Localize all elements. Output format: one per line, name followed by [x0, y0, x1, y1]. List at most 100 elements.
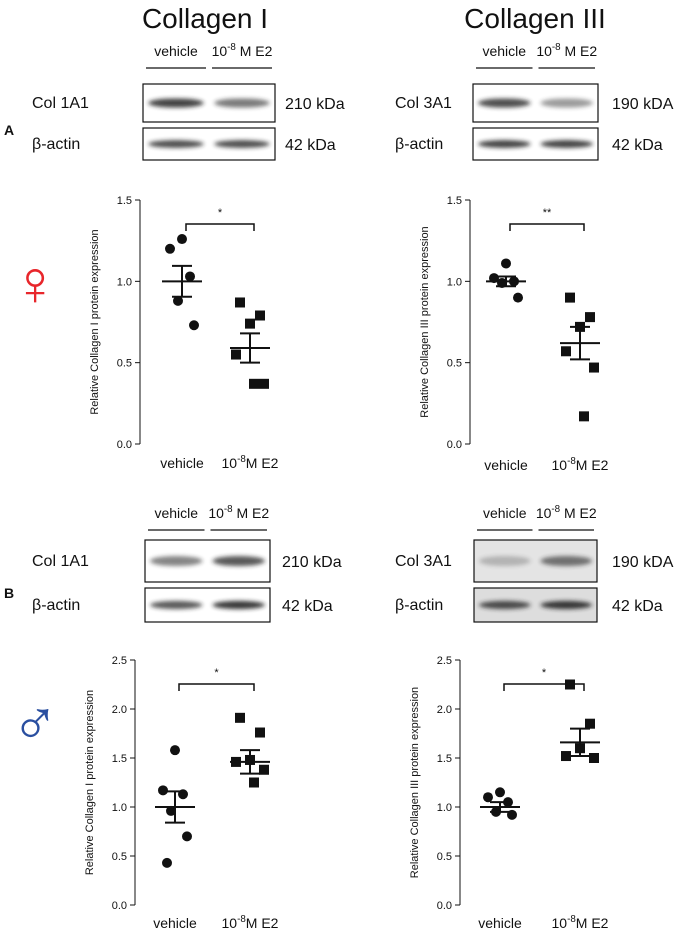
label-exponent: -8 [567, 914, 576, 925]
y-tick-label: 1.5 [117, 195, 132, 207]
lane-label: vehicle [483, 505, 527, 521]
label-rest: M E2 [246, 915, 279, 931]
y-tick-label: 2.0 [437, 704, 452, 716]
band-label: Col 3A1 [395, 553, 452, 570]
data-point [483, 792, 493, 803]
y-tick-label: 0.5 [437, 851, 452, 863]
blot-band [478, 600, 531, 610]
significance-bracket [178, 683, 255, 691]
significance-bracket [509, 223, 585, 231]
data-point [189, 320, 199, 331]
x-tick-label: 10-8M E2 [552, 914, 609, 931]
significance-label: * [214, 667, 219, 679]
data-point [245, 318, 255, 329]
label-rest: M E2 [233, 505, 270, 521]
significance-bracket [503, 683, 585, 691]
y-tick-label: 0.0 [437, 900, 452, 912]
band-size: 210 kDa [285, 96, 345, 113]
band-label: Col 3A1 [395, 95, 452, 112]
lane-label: 10-8 M E2 [536, 42, 597, 59]
blot-band [212, 555, 265, 567]
data-point [235, 297, 245, 308]
label-base: 10 [552, 915, 568, 931]
band-label: β-actin [32, 597, 80, 614]
y-tick-label: 1.5 [112, 753, 127, 765]
y-tick-label: 1.0 [117, 276, 132, 288]
label-base: 10 [222, 915, 238, 931]
label-rest: M E2 [246, 455, 279, 471]
y-tick-label: 2.0 [112, 704, 127, 716]
data-point [259, 764, 269, 775]
lane-label: vehicle [154, 505, 198, 521]
band-label: β-actin [395, 136, 443, 153]
y-tick-label: 2.5 [112, 655, 127, 667]
data-point [255, 727, 265, 738]
label-exponent: -8 [237, 454, 246, 465]
data-point [173, 295, 183, 306]
label-rest: M E2 [560, 505, 597, 521]
data-point [259, 378, 269, 389]
blot-band [148, 98, 204, 108]
data-point [166, 805, 176, 816]
data-point [589, 362, 599, 373]
blot-band [478, 555, 531, 567]
y-tick-label: 1.0 [112, 802, 127, 814]
blot-band [478, 98, 531, 108]
data-point [235, 712, 245, 723]
data-point [249, 777, 259, 788]
label-rest: M E2 [576, 915, 609, 931]
significance-label: * [542, 667, 547, 679]
significance-label: ** [543, 207, 552, 219]
label-base: 10 [536, 505, 552, 521]
lane-label: 10-8 M E2 [212, 42, 273, 59]
blot-band [214, 98, 270, 108]
y-tick-label: 0.5 [112, 851, 127, 863]
data-point [170, 745, 180, 756]
data-point [231, 349, 241, 360]
label-exponent: -8 [227, 42, 236, 53]
x-tick-label: 10-8M E2 [222, 454, 279, 471]
y-axis-label: Relative Collagen III protein expression [419, 226, 431, 417]
data-point [561, 751, 571, 762]
data-point [565, 292, 575, 303]
blot-band [150, 600, 203, 610]
blot-band [148, 140, 204, 148]
label-rest: M E2 [576, 457, 609, 473]
data-point [561, 346, 571, 357]
blot-band [150, 555, 203, 567]
data-point [177, 234, 187, 245]
data-point [182, 831, 192, 842]
band-size: 42 kDa [282, 598, 333, 615]
data-point [255, 310, 265, 321]
y-tick-label: 2.5 [437, 655, 452, 667]
data-point [185, 271, 195, 282]
panel-letter: B [4, 585, 14, 601]
label-base: 10 [552, 457, 568, 473]
blot-band [540, 600, 593, 610]
data-point [162, 857, 172, 868]
y-tick-label: 1.5 [437, 753, 452, 765]
y-axis-label: Relative Collagen III protein expression [409, 687, 421, 878]
significance-bracket [185, 223, 255, 231]
blot-band [212, 600, 265, 610]
sex-symbol: ♀ [11, 247, 59, 319]
column-title: Collagen I [142, 3, 268, 34]
y-axis-label: Relative Collagen I protein expression [89, 229, 101, 414]
x-tick-label: 10-8M E2 [222, 914, 279, 931]
y-tick-label: 0.0 [117, 439, 132, 451]
label-rest: M E2 [236, 43, 273, 59]
band-size: 190 kDA [612, 96, 674, 113]
band-size: 42 kDa [285, 137, 336, 154]
y-tick-label: 0.0 [447, 439, 462, 451]
y-axis-label: Relative Collagen I protein expression [84, 690, 96, 875]
data-point [165, 243, 175, 254]
band-size: 42 kDa [612, 598, 663, 615]
blot-band [540, 555, 593, 567]
x-tick-label: vehicle [153, 915, 197, 931]
y-tick-label: 1.0 [447, 276, 462, 288]
label-exponent: -8 [567, 456, 576, 467]
y-tick-label: 0.5 [447, 358, 462, 370]
data-point [158, 785, 168, 796]
label-exponent: -8 [237, 914, 246, 925]
